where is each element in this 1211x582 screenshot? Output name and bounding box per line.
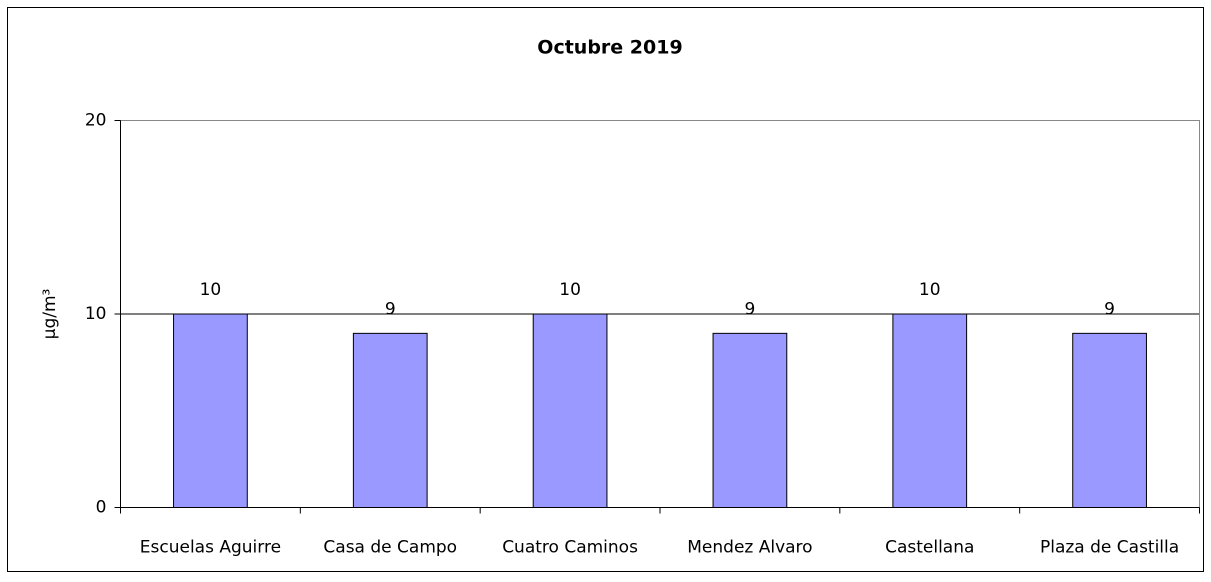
y-tick-label: 0 bbox=[96, 498, 107, 518]
data-label: 10 bbox=[200, 280, 222, 300]
data-label: 10 bbox=[919, 280, 941, 300]
bar bbox=[892, 313, 968, 508]
x-tick-label: Plaza de Castilla bbox=[1040, 538, 1179, 558]
x-tick-label: Cuatro Caminos bbox=[502, 538, 638, 558]
bar bbox=[712, 332, 788, 508]
x-tick-label: Castellana bbox=[885, 538, 974, 558]
chart-title: Octubre 2019 bbox=[537, 37, 682, 59]
bar bbox=[1072, 332, 1147, 508]
data-label: 9 bbox=[745, 299, 756, 319]
y-axis-label: µg/m³ bbox=[40, 289, 60, 340]
data-label: 10 bbox=[559, 280, 581, 300]
y-tick-label: 20 bbox=[85, 111, 107, 131]
x-tick-label: Casa de Campo bbox=[323, 538, 457, 558]
data-label: 9 bbox=[385, 299, 396, 319]
data-label: 9 bbox=[1104, 299, 1115, 319]
y-tick-label: 10 bbox=[85, 304, 107, 324]
plot-border bbox=[120, 120, 1200, 508]
bar bbox=[352, 332, 428, 508]
bar bbox=[173, 313, 248, 508]
x-tick-label: Mendez Alvaro bbox=[687, 538, 812, 558]
bar bbox=[532, 313, 608, 508]
x-tick-label: Escuelas Aguirre bbox=[140, 538, 281, 558]
